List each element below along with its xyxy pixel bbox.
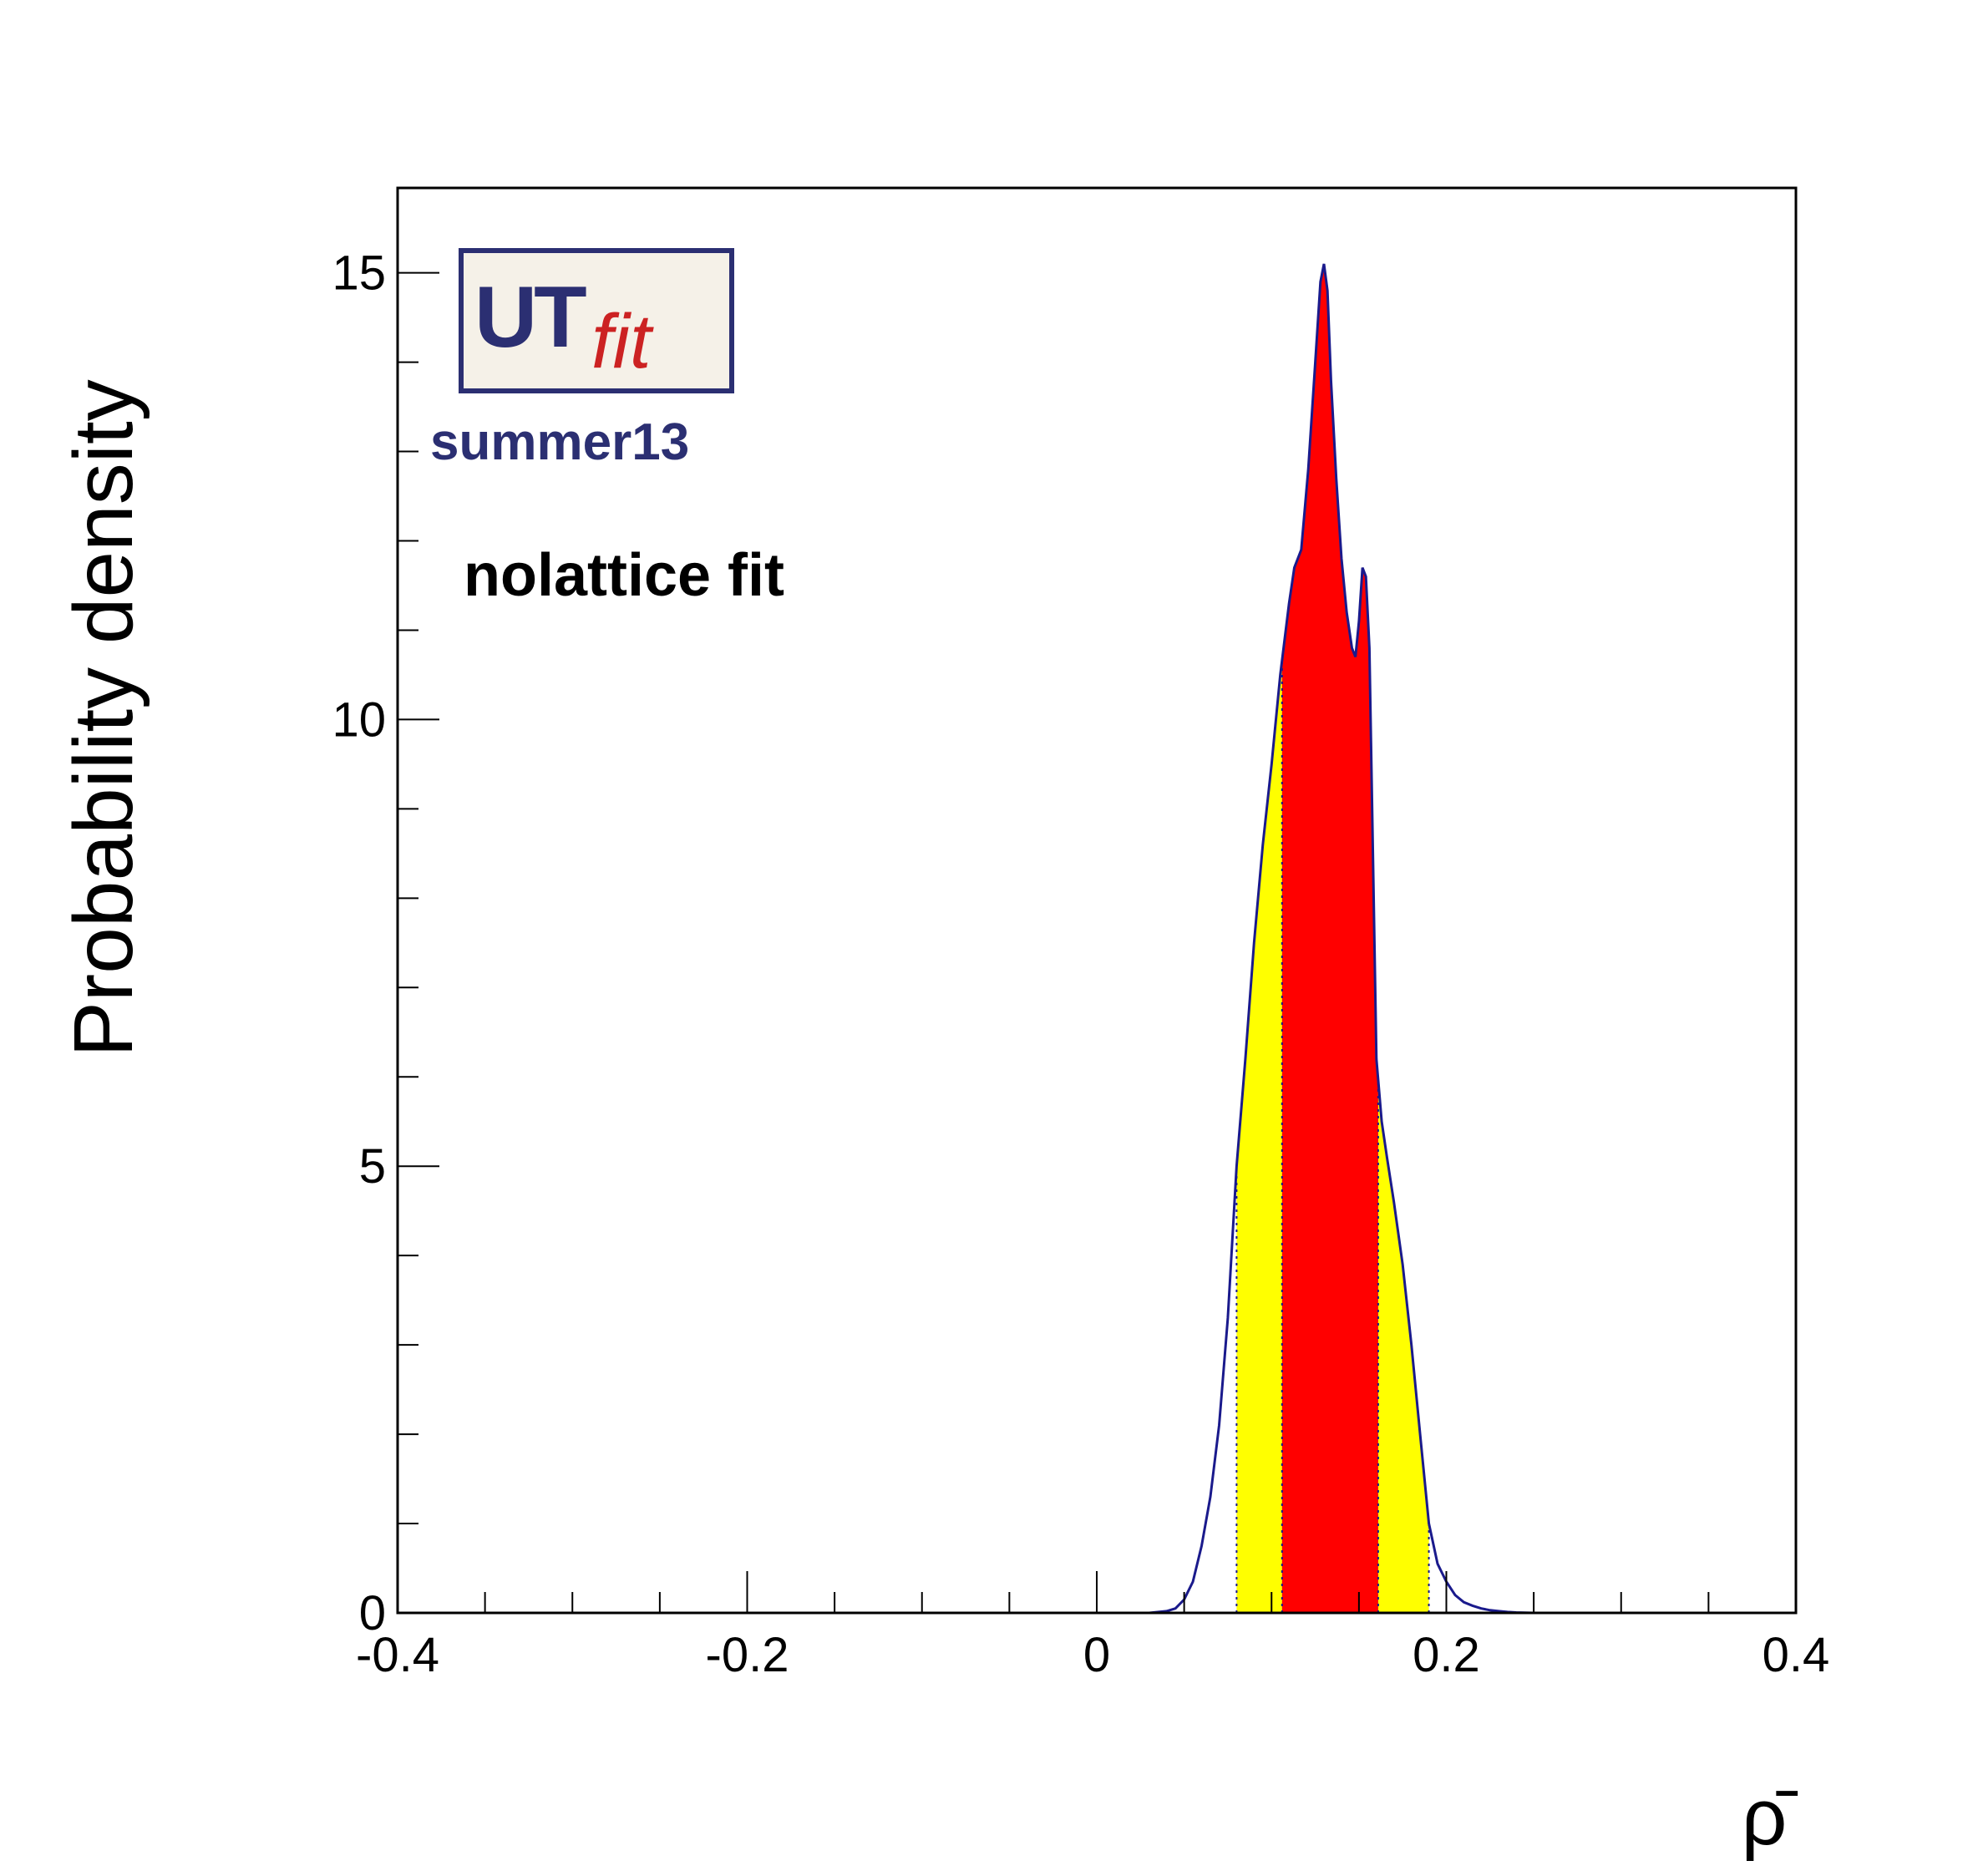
y-tick-label: 15 — [332, 246, 386, 301]
annotation-summer13: summer13 — [430, 413, 689, 471]
x-tick-label: -0.2 — [706, 1628, 789, 1682]
annotation-nolattice-fit: nolattice fit — [464, 542, 784, 609]
y-axis-label: Probability density — [57, 379, 150, 1057]
y-axis-tick-labels: 0 5 10 15 — [332, 246, 386, 1640]
y-tick-label: 5 — [359, 1139, 386, 1194]
logo-text-fit: fit — [591, 299, 654, 384]
density-curve — [1149, 263, 1534, 1615]
logo-box — [459, 248, 734, 393]
y-tick-label: 0 — [359, 1586, 386, 1640]
interval-boundary-lines — [1235, 660, 1430, 1613]
y-tick-label: 10 — [332, 692, 386, 747]
utfit-logo: UT fit — [459, 248, 734, 393]
x-tick-label: 0.2 — [1413, 1628, 1480, 1682]
y-axis-ticks — [398, 271, 439, 1614]
logo-text-ut: UT — [474, 269, 586, 366]
x-axis-tick-labels: -0.4 -0.2 0 0.2 0.4 — [356, 1628, 1829, 1682]
x-tick-label: -0.4 — [356, 1628, 439, 1682]
inner-interval-band — [1281, 263, 1378, 1613]
x-tick-label: 0 — [1083, 1628, 1110, 1682]
x-axis-ticks — [397, 1571, 1797, 1613]
x-tick-label: 0.4 — [1763, 1628, 1830, 1682]
